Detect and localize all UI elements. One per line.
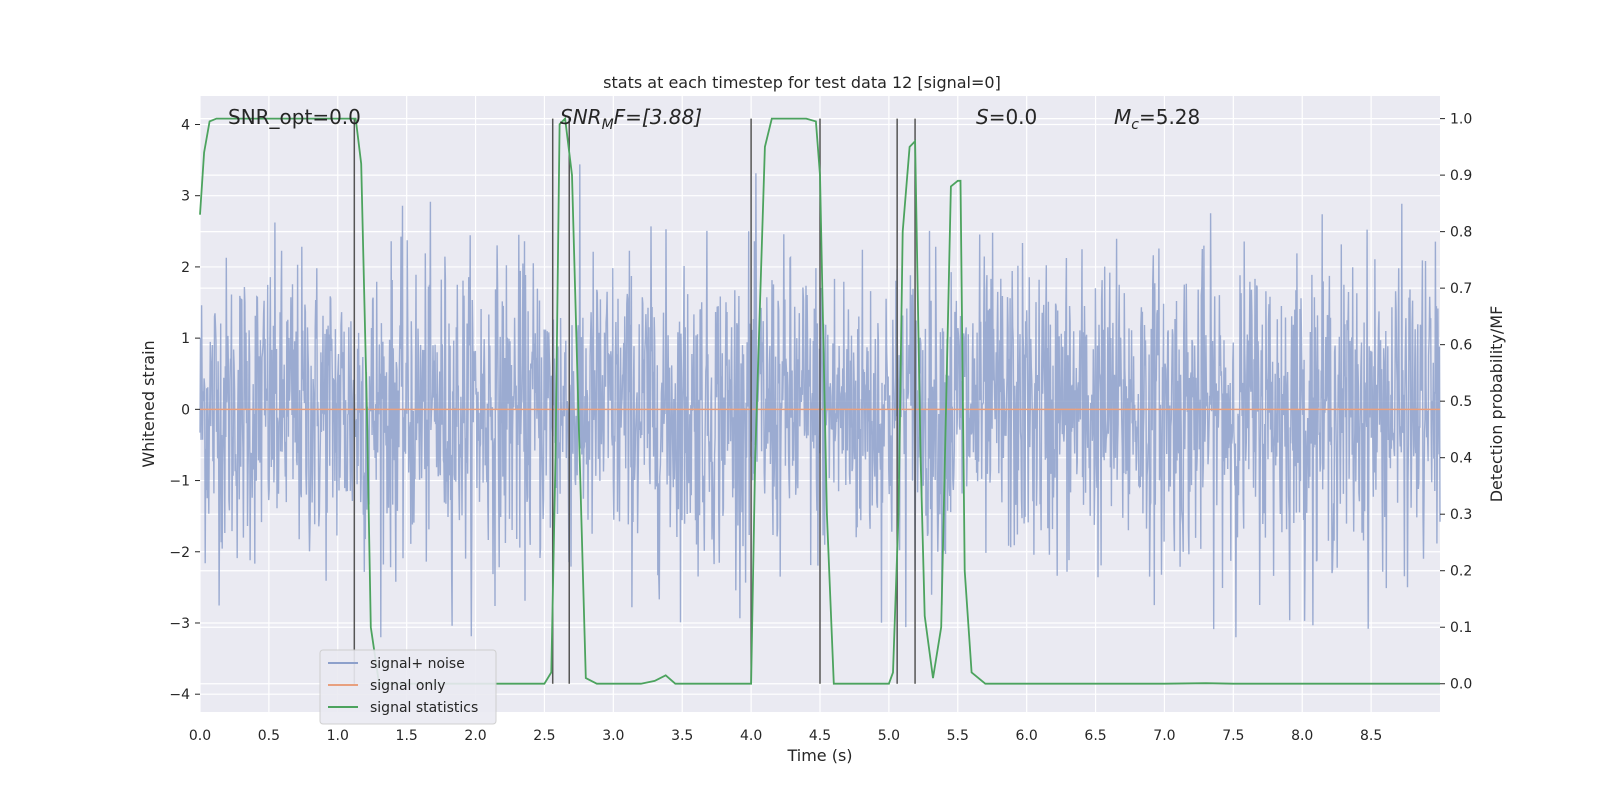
y-tick-label: 1 <box>181 331 190 347</box>
y-tick-label: 4 <box>181 117 190 133</box>
y-tick-label: 3 <box>181 189 190 205</box>
x-axis-label: Time (s) <box>786 746 852 765</box>
y-tick-label: −4 <box>169 687 190 703</box>
annotation-snr-mf-sub: M <box>602 117 614 133</box>
x-tick-label: 6.0 <box>1016 728 1038 744</box>
y-right-tick-label: 0.2 <box>1450 564 1472 580</box>
y-tick-label: 2 <box>181 260 190 276</box>
x-tick-label: 5.5 <box>947 728 969 744</box>
x-tick-label: 3.0 <box>602 728 624 744</box>
annotation-s-var: S <box>976 105 989 129</box>
x-tick-label: 8.0 <box>1291 728 1313 744</box>
legend-label-signal-only: signal only <box>370 678 445 694</box>
annotation-mc-rest: =5.28 <box>1139 105 1200 129</box>
y-tick-label: −3 <box>169 616 190 632</box>
x-tick-label: 4.5 <box>809 728 831 744</box>
y-right-tick-label: 0.7 <box>1450 281 1472 297</box>
x-tick-label: 2.0 <box>464 728 486 744</box>
legend-label-statistics: signal statistics <box>370 700 478 716</box>
annotation-mc-sub: c <box>1131 117 1139 133</box>
x-tick-label: 4.0 <box>740 728 762 744</box>
x-tick-label: 7.0 <box>1153 728 1175 744</box>
y-ticks-left: 4 3 2 1 0 −1 −2 −3 −4 <box>169 117 200 703</box>
x-tick-label: 6.5 <box>1084 728 1106 744</box>
annotation-s: S=0.0 <box>976 105 1037 129</box>
annotation-snr-mf-rest: F=[3.88] <box>614 105 702 129</box>
legend-box <box>319 649 497 725</box>
x-tick-label: 3.5 <box>671 728 693 744</box>
annotations: SNR_opt=0.0 SNRMF=[3.88] S=0.0 Mc=5.28 <box>228 105 1200 133</box>
y-axis-label-left: Whitened strain <box>139 340 158 467</box>
y-axis-label-right: Detection probability/MF <box>1487 306 1506 503</box>
x-ticks: 0.0 0.5 1.0 1.5 2.0 2.5 3.0 3.5 4.0 4.5 5.0 5.5 6.0 6… <box>189 728 1382 744</box>
x-tick-label: 0.5 <box>258 728 280 744</box>
legend: signal+ noise signal only signal statist… <box>319 649 497 725</box>
y-tick-label: 0 <box>181 402 190 418</box>
y-right-tick-label: 0.5 <box>1450 394 1472 410</box>
y-ticks-right: 1.0 0.9 0.8 0.7 0.6 0.5 0.4 0.3 0.2 0.1 0.0 <box>1440 112 1472 693</box>
y-right-tick-label: 0.9 <box>1450 168 1472 184</box>
x-tick-label: 1.0 <box>327 728 349 744</box>
y-right-tick-label: 0.6 <box>1450 338 1472 354</box>
y-right-tick-label: 0.1 <box>1450 620 1472 636</box>
x-tick-label: 1.5 <box>396 728 418 744</box>
x-tick-label: 0.0 <box>189 728 211 744</box>
annotation-mc: Mc=5.28 <box>1114 105 1200 133</box>
y-right-tick-label: 0.4 <box>1450 451 1472 467</box>
annotation-snr-opt: SNR_opt=0.0 <box>228 105 361 129</box>
x-tick-label: 2.5 <box>533 728 555 744</box>
annotation-snr-mf-base: SNR <box>560 105 602 129</box>
legend-label-noise: signal+ noise <box>370 656 465 672</box>
x-tick-label: 7.5 <box>1222 728 1244 744</box>
y-tick-label: −1 <box>169 474 190 490</box>
y-right-tick-label: 0.8 <box>1450 225 1472 241</box>
chart-title: stats at each timestep for test data 12 … <box>603 73 1001 92</box>
x-tick-label: 5.0 <box>878 728 900 744</box>
y-tick-label: −2 <box>169 545 190 561</box>
annotation-mc-var: M <box>1114 105 1131 129</box>
annotation-snr-mf: SNRMF=[3.88] <box>560 105 702 133</box>
y-right-tick-label: 0.0 <box>1450 677 1472 693</box>
x-tick-label: 8.5 <box>1360 728 1382 744</box>
y-right-tick-label: 1.0 <box>1450 112 1472 128</box>
y-right-tick-label: 0.3 <box>1450 507 1472 523</box>
annotation-s-rest: =0.0 <box>989 105 1038 129</box>
